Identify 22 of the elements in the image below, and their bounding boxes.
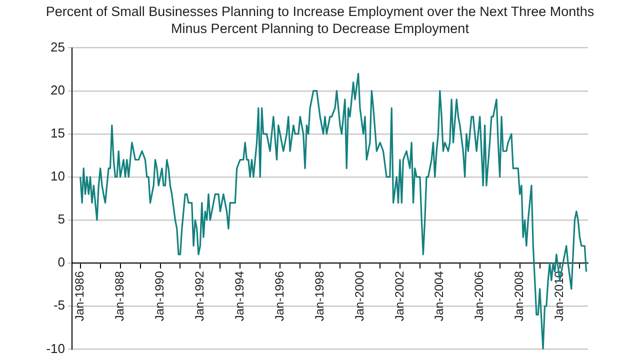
x-tick-label: Jan-2006 <box>472 270 486 322</box>
x-tick-label: Jan-2008 <box>512 270 526 322</box>
chart-title: Percent of Small Businesses Planning to Increase Employment over the Next Three Months Minus Percent Planning to Decrease Employment <box>44 3 596 37</box>
y-tick-label: 20 <box>50 82 65 98</box>
x-tick-label: Jan-1992 <box>192 270 207 322</box>
x-tick-label: Jan-1990 <box>152 270 167 322</box>
y-tick-label: -5 <box>53 298 65 313</box>
x-tick-label: Jan-2002 <box>392 270 406 322</box>
y-tick-label: 15 <box>50 125 65 140</box>
x-tick-label: Jan-1994 <box>232 270 246 322</box>
y-tick-label: 5 <box>58 212 65 227</box>
x-tick-label: Jan-2010 <box>552 270 566 322</box>
x-tick-label: Jan-1998 <box>312 270 326 322</box>
x-tick-label: Jan-1986 <box>72 270 87 322</box>
y-tick-label: -10 <box>46 340 65 356</box>
y-tick-label: 25 <box>50 39 65 54</box>
y-tick-label: 10 <box>50 168 65 184</box>
x-tick-label: Jan-2000 <box>352 270 366 322</box>
y-tick-label: 0 <box>58 254 65 270</box>
x-tick-label: Jan-1988 <box>112 270 127 322</box>
x-tick-label: Jan-2004 <box>432 270 446 322</box>
x-tick-label: Jan-1996 <box>272 270 286 322</box>
